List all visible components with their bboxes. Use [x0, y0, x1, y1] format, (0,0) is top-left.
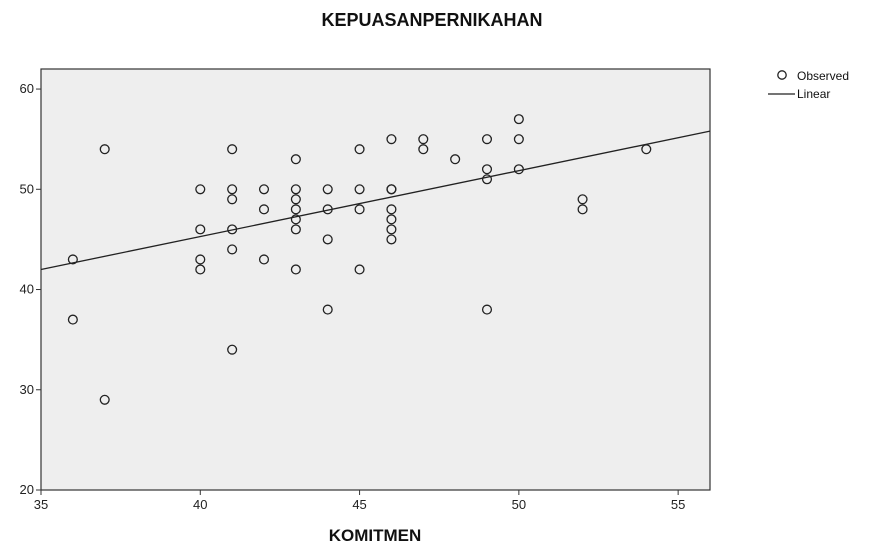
observed-point [322, 204, 333, 215]
legend-observed-label: Observed [797, 69, 849, 83]
observed-point [290, 204, 301, 215]
observed-point [227, 144, 238, 155]
linear-fit-line [40, 130, 711, 271]
observed-point [354, 184, 365, 195]
observed-point [354, 144, 365, 155]
observed-point [322, 304, 333, 315]
observed-point [195, 184, 206, 195]
observed-point [577, 194, 588, 205]
observed-point [386, 184, 397, 195]
observed-point [481, 164, 493, 175]
observed-point [481, 174, 493, 185]
observed-point [513, 114, 524, 125]
observed-point [258, 254, 270, 265]
observed-point [322, 234, 333, 245]
observed-point [290, 214, 301, 225]
observed-point [67, 314, 78, 325]
x-tick-label: 35 [34, 497, 48, 512]
x-tick-label: 45 [352, 497, 366, 512]
observed-point [227, 224, 238, 235]
observed-point [99, 394, 110, 405]
y-axis: 20 30 40 50 60 [20, 81, 41, 497]
observed-point [641, 144, 652, 155]
observed-point [354, 264, 365, 275]
observed-point [99, 144, 110, 155]
observed-point [258, 184, 270, 195]
x-axis-title: KOMITMEN [329, 526, 422, 545]
y-tick-label: 60 [20, 81, 34, 96]
observed-point [386, 234, 397, 245]
observed-point [227, 184, 238, 195]
observed-points [67, 114, 652, 405]
legend-observed-marker [777, 70, 787, 80]
observed-point [386, 224, 397, 235]
observed-point [227, 244, 238, 255]
observed-point [577, 204, 588, 215]
legend: Observed Linear [768, 69, 849, 101]
observed-point [386, 134, 397, 145]
observed-point [195, 254, 206, 265]
observed-point [195, 264, 206, 275]
observed-point [290, 184, 301, 195]
x-tick-label: 40 [193, 497, 207, 512]
observed-point [481, 134, 493, 145]
y-tick-label: 20 [20, 482, 34, 497]
observed-point [513, 164, 524, 175]
x-tick-label: 50 [512, 497, 526, 512]
observed-point [481, 304, 493, 315]
x-axis: 35 40 45 50 55 [34, 490, 685, 512]
observed-point [195, 224, 206, 235]
plot-area [40, 68, 711, 491]
observed-point [258, 204, 270, 215]
observed-point [67, 254, 78, 265]
y-tick-label: 40 [20, 282, 34, 297]
observed-point [418, 134, 429, 145]
y-tick-label: 30 [20, 382, 34, 397]
observed-point [227, 344, 238, 355]
observed-point [450, 154, 461, 165]
legend-linear-label: Linear [797, 87, 830, 101]
x-tick-label: 55 [671, 497, 685, 512]
observed-point [290, 154, 301, 165]
observed-point [354, 204, 365, 215]
observed-point [513, 134, 524, 145]
observed-point [290, 194, 301, 205]
observed-point [290, 224, 301, 235]
observed-point [290, 264, 301, 275]
observed-point [322, 184, 333, 195]
observed-point [227, 194, 238, 205]
y-tick-label: 50 [20, 181, 34, 196]
observed-point [386, 214, 397, 225]
observed-point [418, 144, 429, 155]
chart-title: KEPUASANPERNIKAHAN [321, 10, 542, 30]
observed-point [386, 204, 397, 215]
